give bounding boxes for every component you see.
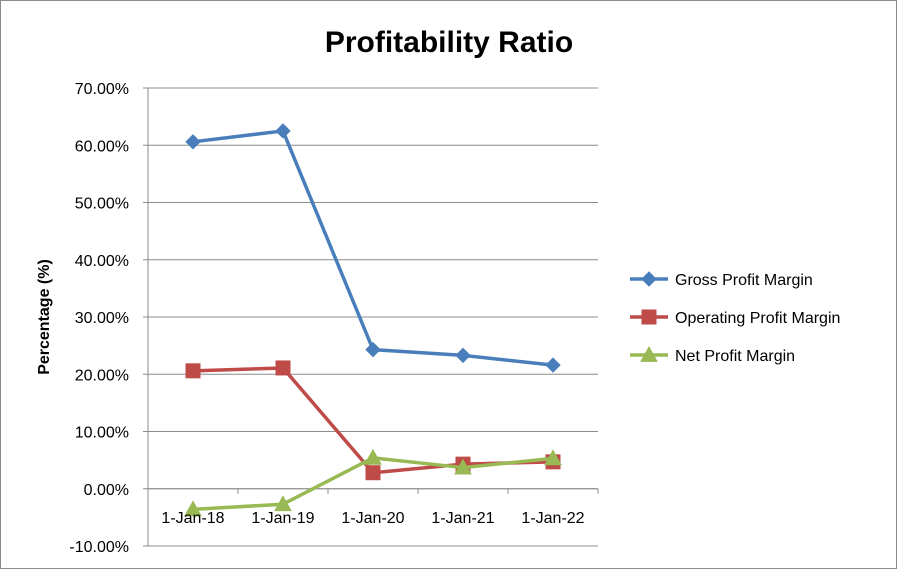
axes [143,87,599,547]
x-tick-label: 1-Jan-19 [251,510,314,527]
legend-label: Operating Profit Margin [675,310,840,327]
data-point [544,449,562,466]
data-point [455,347,471,364]
data-point [274,495,292,512]
legend-swatch-marker [640,345,658,362]
series-net-profit-margin [184,448,562,517]
legend-swatch-marker [641,309,657,325]
chart-title: Profitability Ratio [325,26,573,59]
data-point [275,360,291,376]
y-axis-title: Percentage (%) [36,259,53,375]
data-point [454,458,472,475]
data-point [365,465,381,481]
data-point [364,448,382,465]
legend: Gross Profit Margin Operating Profit Marg… [630,271,840,365]
x-tick-label: 1-Jan-20 [341,510,404,527]
data-point [275,123,291,139]
series-lines [184,123,562,517]
legend-item: Net Profit Margin [630,345,795,365]
y-tick-label: 0.00% [84,482,129,499]
y-tick-label: 70.00% [75,81,129,98]
y-tick-label: 10.00% [75,425,129,442]
series-gross-profit-margin [185,123,561,373]
legend-item: Gross Profit Margin [630,271,813,289]
x-tick-label: 1-Jan-22 [521,510,584,527]
x-tick-labels: 1-Jan-18 1-Jan-19 1-Jan-20 1-Jan-21 1-Jan-22 [161,510,584,527]
y-tick-label: 20.00% [75,367,129,384]
data-point [185,363,201,379]
legend-swatch-marker [641,271,657,287]
legend-label: Gross Profit Margin [675,272,813,289]
y-tick-label: 60.00% [75,138,129,155]
y-tick-label: -10.00% [69,539,129,556]
x-tick-label: 1-Jan-18 [161,510,224,527]
data-point [184,500,202,517]
y-tick-labels: -10.00% 0.00% 10.00% 20.00% 30.00% 40.00% 50.0… [69,81,129,556]
series-line [192,129,554,367]
data-point [185,134,201,150]
y-tick-label: 40.00% [75,253,129,270]
data-point [545,357,561,373]
legend-label: Net Profit Margin [675,348,795,365]
y-tick-label: 50.00% [75,196,129,213]
x-tick-label: 1-Jan-21 [431,510,494,527]
data-point [365,341,381,358]
legend-item: Operating Profit Margin [630,309,840,327]
y-tick-label: 30.00% [75,310,129,327]
